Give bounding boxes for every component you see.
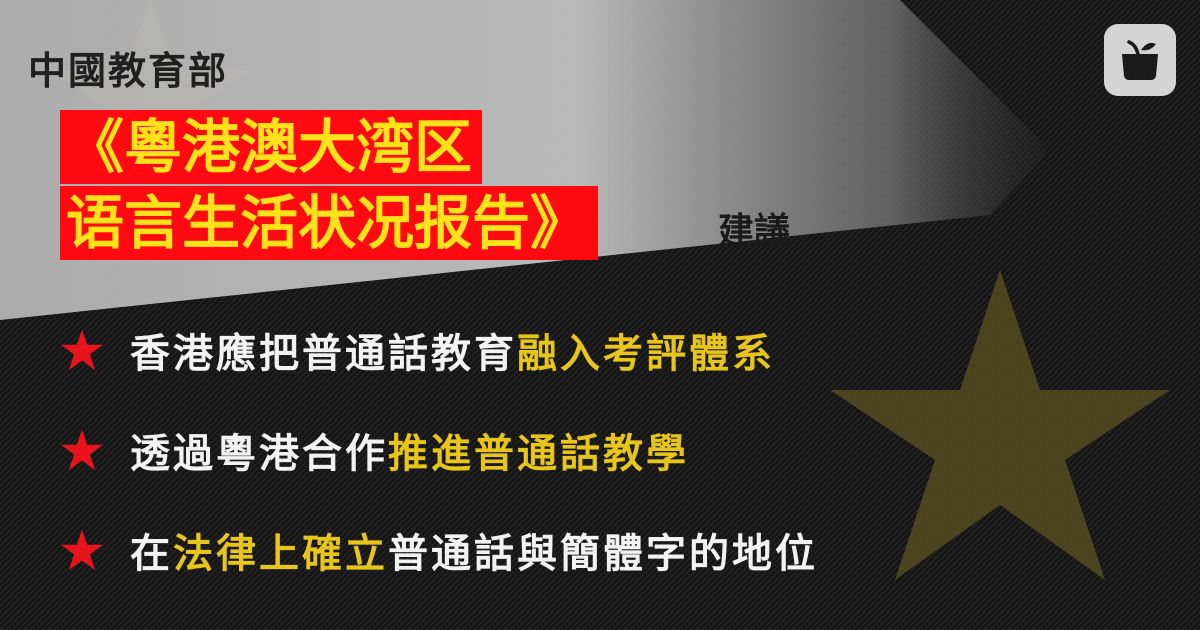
list-item-text: 香港應把普通話教育融入考評體系 [130, 331, 775, 377]
apple-logo-icon [1122, 40, 1158, 80]
background-star-large [830, 270, 1170, 580]
headline-line-1: 《粵港澳大湾区 [60, 110, 483, 184]
red-star-icon [60, 329, 104, 371]
headline-line-2: 语言生活状况报告》 [60, 186, 599, 260]
list-item-text: 在法律上確立普通話與簡體字的地位 [130, 531, 818, 577]
list-item: 香港應把普通話教育融入考評體系 [60, 320, 775, 380]
list-item-text: 透過粵港合作推進普通話教學 [130, 431, 689, 477]
subtitle: 中國教育部 [28, 49, 229, 93]
brand-logo [1104, 24, 1176, 96]
list-item: 在法律上確立普通話與簡體字的地位 [60, 520, 818, 580]
red-star-icon [60, 429, 104, 471]
headline-suffix: 建議 [718, 211, 791, 252]
list-item: 透過粵港合作推進普通話教學 [60, 420, 689, 480]
red-star-icon [60, 529, 104, 571]
